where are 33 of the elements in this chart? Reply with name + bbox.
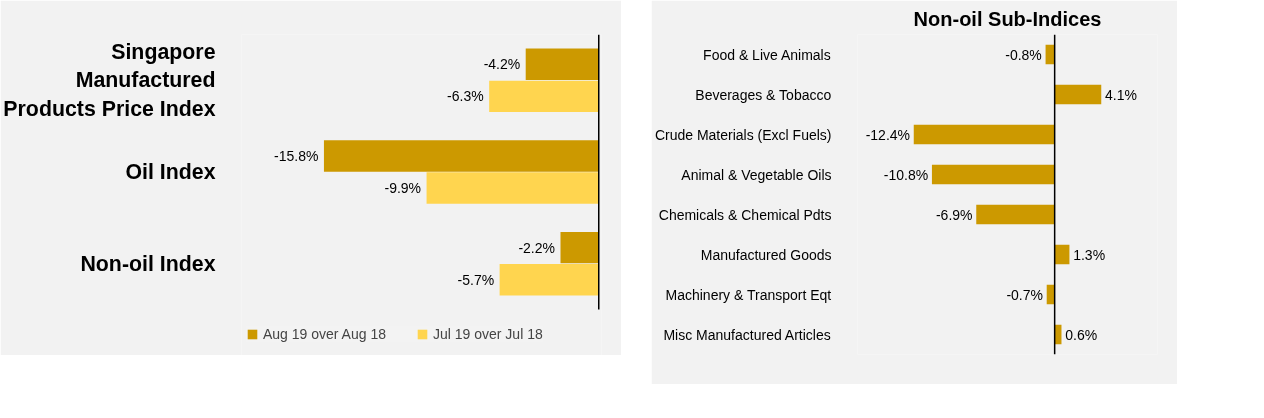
data-label: -6.9%	[935, 206, 973, 223]
y-tick-label: Machinery & Transport Eqt	[665, 286, 832, 303]
data-label: 1.3%	[1073, 246, 1106, 263]
y-tick-label: Singapore Manufactured Products Price Index	[3, 39, 216, 122]
data-label: -0.7%	[1006, 286, 1043, 303]
data-label: -15.8%	[274, 147, 319, 164]
y-tick-label: Food & Live Animals	[703, 46, 831, 63]
data-label: -6.3%	[447, 88, 484, 105]
y-tick-label: Crude Materials (Excl Fuels)	[654, 126, 832, 143]
legend-label: Aug 19 over Aug 18	[263, 325, 386, 342]
data-label: 0.6%	[1065, 326, 1098, 343]
y-tick-label: Misc Manufactured Articles	[663, 326, 831, 343]
data-label: -9.9%	[384, 180, 422, 197]
y-tick-label: Chemicals & Chemical Pdts	[658, 206, 832, 223]
y-tick-label: Beverages & Tobacco	[695, 86, 832, 103]
y-tick-label: Manufactured Goods	[700, 246, 832, 263]
data-label: -5.7%	[457, 271, 495, 288]
bar	[913, 124, 1055, 145]
data-label: -0.8%	[1005, 46, 1042, 63]
data-label: -2.2%	[518, 239, 555, 256]
data-label: -10.8%	[883, 166, 929, 183]
bar	[1054, 84, 1102, 105]
y-tick-label: Non-oil Index	[80, 251, 216, 276]
bar	[931, 164, 1055, 185]
data-label: -12.4%	[865, 126, 910, 143]
bar	[976, 204, 1055, 225]
chart-title: Non-oil Sub-Indices	[913, 7, 1102, 30]
legend-label: Jul 19 over Jul 18	[433, 325, 543, 342]
bar	[1054, 244, 1070, 265]
data-label: 4.1%	[1105, 86, 1137, 103]
y-tick-label: Oil Index	[125, 160, 216, 184]
y-tick-label: Animal & Vegetable Oils	[681, 166, 832, 183]
data-label: -4.2%	[483, 56, 521, 73]
